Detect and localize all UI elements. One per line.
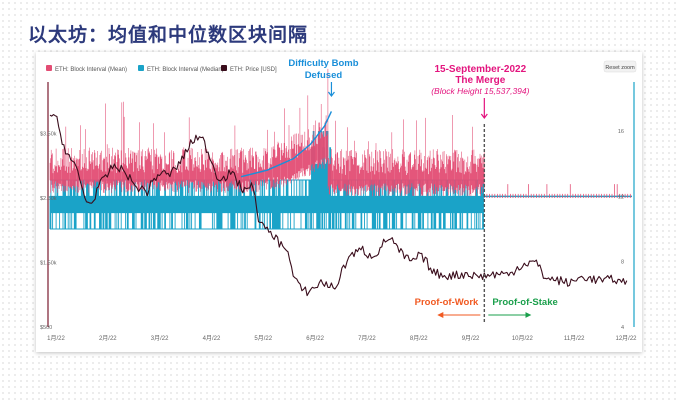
- x-tick-11: 12月/22: [615, 335, 637, 342]
- x-axis-ticks: 1月/22 2月/22 3月/22 4月/22 5月/22 6月/22 7月/22 8月/22…: [47, 335, 637, 342]
- merge-label-date: 15-September-2022: [434, 64, 526, 75]
- y-axis-right-ticks: 4 8 12 16: [618, 129, 624, 331]
- mean-band-1: [327, 115, 485, 197]
- x-tick-1: 2月/22: [99, 335, 117, 342]
- x-tick-6: 7月/22: [358, 335, 376, 342]
- x-tick-9: 10月/22: [512, 335, 534, 342]
- legend-swatch-mean: [46, 65, 52, 71]
- y-left-tick-3: $3.50k: [40, 132, 57, 138]
- merge-label-block: (Block Height 15,537,394): [431, 86, 529, 96]
- y-right-tick-2: 12: [618, 194, 624, 200]
- reset-zoom-label: Reset zoom: [605, 65, 635, 71]
- x-tick-5: 6月/22: [306, 335, 324, 342]
- x-tick-10: 11月/22: [564, 335, 585, 342]
- legend-item-price[interactable]: ETH: Price [USD]: [221, 65, 277, 73]
- y-axis-left-ticks: $500 $1.50k $2.50k $3.50k: [40, 132, 57, 331]
- x-tick-8: 9月/22: [462, 335, 480, 342]
- annotation-merge: 15-September-2022 The Merge (Block Heigh…: [431, 64, 530, 119]
- legend-item-mean[interactable]: ETH: Block Interval (Mean): [46, 65, 127, 73]
- pos-label: Proof-of-Stake: [492, 297, 557, 308]
- bomb-arrow-icon: [327, 82, 335, 97]
- x-tick-7: 8月/22: [410, 335, 428, 342]
- legend-item-median[interactable]: ETH: Block Interval (Median): [138, 65, 224, 73]
- annotation-pow: Proof-of-Work: [415, 297, 481, 318]
- x-tick-3: 4月/22: [203, 335, 221, 342]
- mean-band-0: [49, 68, 329, 193]
- chart-card: ETH: Block Interval (Mean) ETH: Block In…: [36, 52, 642, 352]
- legend-swatch-median: [138, 65, 144, 71]
- pow-label: Proof-of-Work: [415, 297, 479, 308]
- legend-label-price: ETH: Price [USD]: [230, 67, 277, 73]
- page-title: 以太坊：均值和中位数区块间隔: [24, 20, 313, 47]
- merge-label-title: The Merge: [455, 75, 505, 86]
- x-tick-0: 1月/22: [47, 335, 65, 342]
- bomb-curve-line: [240, 111, 333, 178]
- legend-swatch-price: [221, 65, 227, 71]
- legend-label-mean: ETH: Block Interval (Mean): [55, 67, 127, 73]
- annotation-difficulty-bomb: Difficulty Bomb Defused: [288, 58, 359, 97]
- price-series: [49, 114, 628, 297]
- bomb-label-line2: Defused: [305, 70, 343, 81]
- y-right-tick-3: 16: [618, 129, 624, 135]
- reset-zoom-bg: [603, 60, 637, 73]
- y-left-tick-1: $1.50k: [40, 261, 57, 267]
- x-tick-4: 5月/22: [254, 335, 272, 342]
- y-right-tick-1: 8: [621, 260, 624, 266]
- chart-svg: ETH: Block Interval (Mean) ETH: Block In…: [40, 58, 637, 342]
- y-left-tick-0: $500: [40, 325, 52, 331]
- bomb-label-line1: Difficulty Bomb: [288, 58, 358, 69]
- merge-arrow-icon: [480, 98, 488, 119]
- price-line: [49, 114, 628, 297]
- mean-series: [49, 68, 631, 198]
- reset-zoom-button[interactable]: Reset zoom: [603, 60, 637, 73]
- x-tick-2: 3月/22: [151, 335, 169, 342]
- legend-label-median: ETH: Block Interval (Median): [147, 67, 224, 73]
- annotation-pos: Proof-of-Stake: [488, 297, 558, 318]
- y-right-tick-0: 4: [621, 325, 624, 331]
- y-left-tick-2: $2.50k: [40, 196, 57, 202]
- difficulty-bomb-curve: [240, 111, 333, 178]
- legend: ETH: Block Interval (Mean) ETH: Block In…: [46, 65, 277, 73]
